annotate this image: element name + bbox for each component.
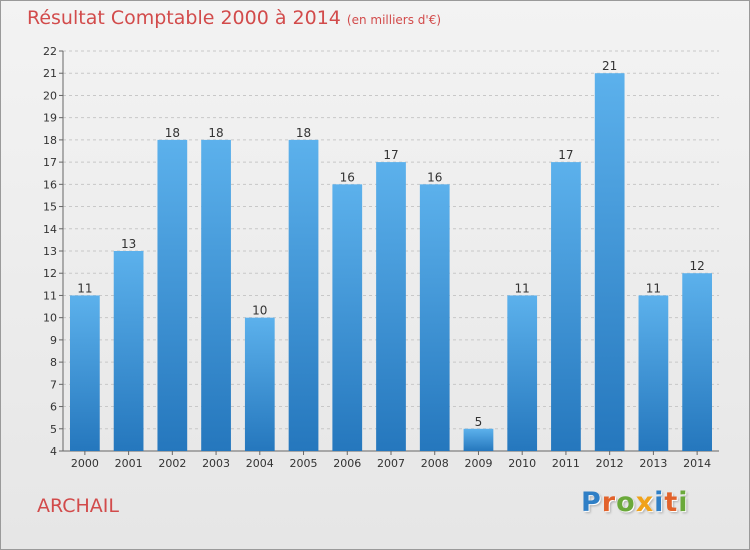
y-tick-label: 22 bbox=[43, 45, 57, 58]
data-label-2002: 18 bbox=[165, 126, 180, 140]
bar-2007 bbox=[376, 162, 406, 451]
bar-2001 bbox=[113, 251, 144, 451]
proxiti-logo: Proxiti bbox=[581, 487, 689, 518]
y-tick-label: 7 bbox=[50, 378, 57, 391]
data-label-2009: 5 bbox=[475, 415, 483, 429]
bar-2009 bbox=[463, 428, 494, 451]
x-tick-label: 2007 bbox=[377, 457, 405, 470]
x-tick-label: 2003 bbox=[202, 457, 230, 470]
chart-title: Résultat Comptable 2000 à 2014 (en millie… bbox=[27, 7, 441, 29]
x-tick-label: 2013 bbox=[639, 457, 667, 470]
data-label-2014: 12 bbox=[689, 259, 704, 273]
x-tick-label: 2004 bbox=[246, 457, 274, 470]
x-tick-label: 2014 bbox=[683, 457, 711, 470]
bar-2010 bbox=[507, 295, 538, 451]
bar-2012 bbox=[594, 73, 625, 451]
bar-2000 bbox=[69, 295, 100, 451]
data-label-2004: 10 bbox=[252, 304, 267, 318]
x-tick-label: 2010 bbox=[508, 457, 536, 470]
data-label-2011: 17 bbox=[558, 148, 573, 162]
logo-letter: x bbox=[635, 487, 655, 518]
y-tick-label: 19 bbox=[43, 112, 57, 125]
logo-letter: o bbox=[616, 487, 636, 518]
x-tick-label: 2000 bbox=[71, 457, 99, 470]
data-label-2010: 11 bbox=[515, 281, 530, 295]
data-label-2013: 11 bbox=[646, 281, 661, 295]
y-tick-label: 11 bbox=[43, 289, 57, 302]
logo-letter: P bbox=[581, 487, 602, 518]
bar-2011 bbox=[551, 162, 581, 451]
logo-letter: t bbox=[664, 487, 679, 518]
x-tick-label: 2001 bbox=[115, 457, 143, 470]
y-tick-label: 15 bbox=[43, 201, 57, 214]
bar-2013 bbox=[638, 295, 669, 451]
data-label-2008: 16 bbox=[427, 170, 442, 184]
data-label-2006: 16 bbox=[340, 170, 355, 184]
bar-2002 bbox=[157, 139, 188, 451]
data-label-2001: 13 bbox=[121, 237, 136, 251]
bar-2003 bbox=[201, 139, 231, 451]
data-label-2003: 18 bbox=[208, 126, 223, 140]
bar-2005 bbox=[288, 139, 319, 451]
data-label-2007: 17 bbox=[383, 148, 398, 162]
x-tick-label: 2005 bbox=[290, 457, 318, 470]
y-tick-label: 17 bbox=[43, 156, 57, 169]
bar-2004 bbox=[244, 317, 275, 451]
y-tick-label: 20 bbox=[43, 89, 57, 102]
x-tick-label: 2008 bbox=[421, 457, 449, 470]
y-tick-label: 4 bbox=[50, 445, 57, 458]
y-tick-label: 12 bbox=[43, 267, 57, 280]
y-tick-label: 8 bbox=[50, 356, 57, 369]
x-tick-label: 2012 bbox=[596, 457, 624, 470]
data-label-2005: 18 bbox=[296, 126, 311, 140]
logo-letter: i bbox=[654, 487, 665, 518]
data-label-2012: 21 bbox=[602, 59, 617, 73]
y-tick-label: 5 bbox=[50, 423, 57, 436]
logo-letter: r bbox=[601, 487, 617, 518]
bar-2008 bbox=[419, 184, 450, 452]
unit-text: (en milliers d'€) bbox=[346, 13, 442, 27]
logo-letter: i bbox=[678, 487, 689, 518]
x-tick-label: 2011 bbox=[552, 457, 580, 470]
y-tick-label: 6 bbox=[50, 401, 57, 414]
bar-2006 bbox=[332, 184, 363, 452]
y-tick-label: 16 bbox=[43, 178, 57, 191]
y-tick-label: 13 bbox=[43, 245, 57, 258]
x-tick-label: 2002 bbox=[158, 457, 186, 470]
y-tick-label: 10 bbox=[43, 312, 57, 325]
y-tick-label: 18 bbox=[43, 134, 57, 147]
title-text: Résultat Comptable 2000 à 2014 bbox=[27, 7, 341, 29]
x-tick-label: 2006 bbox=[333, 457, 361, 470]
commune-name: ARCHAIL bbox=[37, 495, 119, 517]
y-tick-label: 14 bbox=[43, 223, 57, 236]
y-tick-label: 21 bbox=[43, 67, 57, 80]
y-tick-label: 9 bbox=[50, 334, 57, 347]
x-tick-label: 2009 bbox=[464, 457, 492, 470]
data-label-2000: 11 bbox=[77, 281, 92, 295]
bar-2014 bbox=[682, 273, 713, 451]
